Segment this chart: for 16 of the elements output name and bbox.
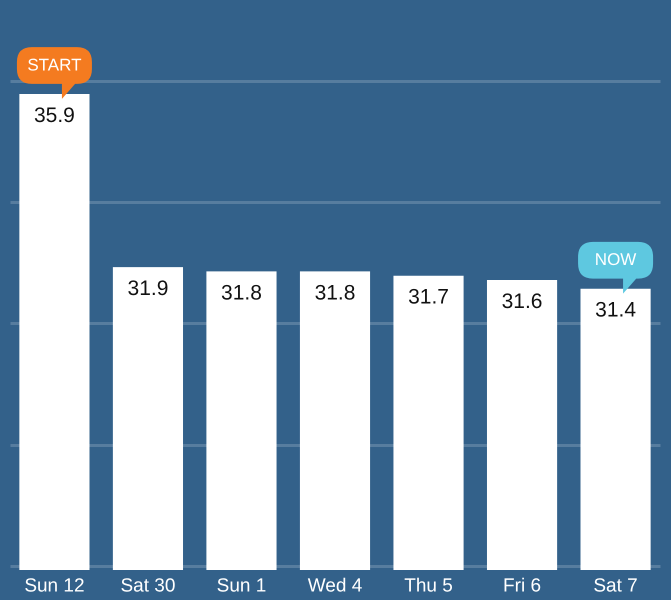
data-label: 31.6: [502, 290, 542, 314]
data-label: 31.7: [408, 286, 449, 309]
data-label: 31.9: [128, 277, 168, 300]
x-tick-label: Fri 6: [503, 576, 542, 596]
x-tick-label: Sun 1: [216, 576, 266, 596]
x-tick-label: Sat 7: [593, 576, 638, 596]
annotation: START: [27, 55, 82, 74]
x-tick-label: Wed 4: [308, 576, 363, 596]
annotation: NOW: [594, 250, 636, 270]
data-label: 31.4: [595, 298, 636, 322]
data-label: 35.9: [34, 104, 75, 127]
data-label: 31.8: [314, 281, 356, 304]
x-tick-label: Sun 12: [24, 576, 85, 596]
data-label: 31.8: [221, 281, 262, 304]
x-tick-label: Thu 5: [404, 576, 453, 596]
x-tick-label: Sat 30: [120, 576, 176, 596]
